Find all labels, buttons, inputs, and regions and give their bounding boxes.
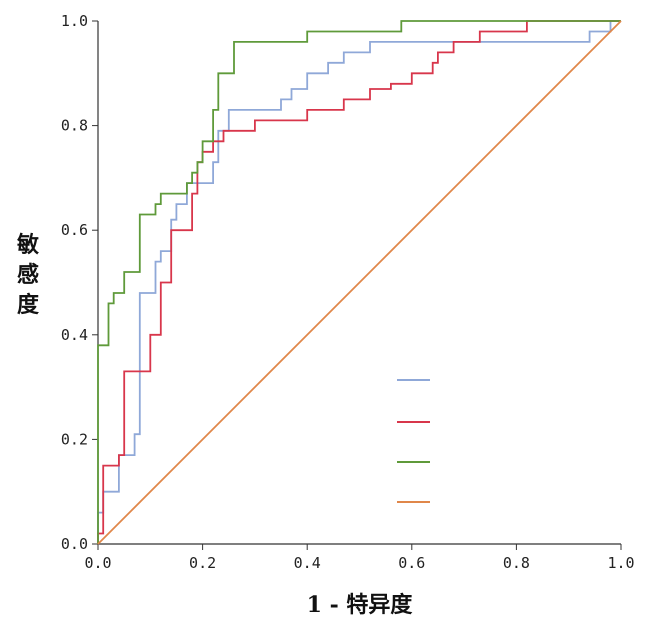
axes: 0.0 0.2 0.4 0.6 0.8 1.0 0.0 0.2 0.4 0.6 0.8 1.0 bbox=[61, 12, 635, 572]
x-tick-label: 1.0 bbox=[607, 554, 634, 572]
y-tick-label: 0.4 bbox=[61, 326, 88, 344]
y-axis-label-char: 敏 bbox=[16, 232, 39, 258]
roc-series-line-4 bbox=[97, 20, 622, 545]
y-axis-label-char: 感 bbox=[17, 262, 39, 288]
x-tick-label: 0.6 bbox=[398, 554, 425, 572]
series-layer bbox=[97, 20, 622, 545]
y-tick-label: 0.0 bbox=[61, 535, 88, 553]
x-axis-label: 1 - 特异度 bbox=[307, 592, 414, 618]
x-tick-label: 0.8 bbox=[503, 554, 530, 572]
roc-series-line-3 bbox=[97, 20, 621, 544]
roc-series-line-1 bbox=[97, 20, 621, 544]
x-tick-label: 0.2 bbox=[189, 554, 216, 572]
y-tick-label: 0.8 bbox=[61, 117, 88, 135]
x-tick-label: 0.0 bbox=[84, 554, 111, 572]
roc-series-line-2 bbox=[97, 20, 621, 544]
legend bbox=[397, 379, 430, 503]
y-axis-label-char: 度 bbox=[17, 292, 40, 318]
x-tick-label: 0.4 bbox=[294, 554, 321, 572]
y-tick-label: 0.2 bbox=[61, 430, 88, 448]
y-axis-label: 敏感度 bbox=[16, 232, 40, 318]
y-tick-label: 1.0 bbox=[61, 12, 88, 30]
y-tick-label: 0.6 bbox=[61, 221, 88, 239]
